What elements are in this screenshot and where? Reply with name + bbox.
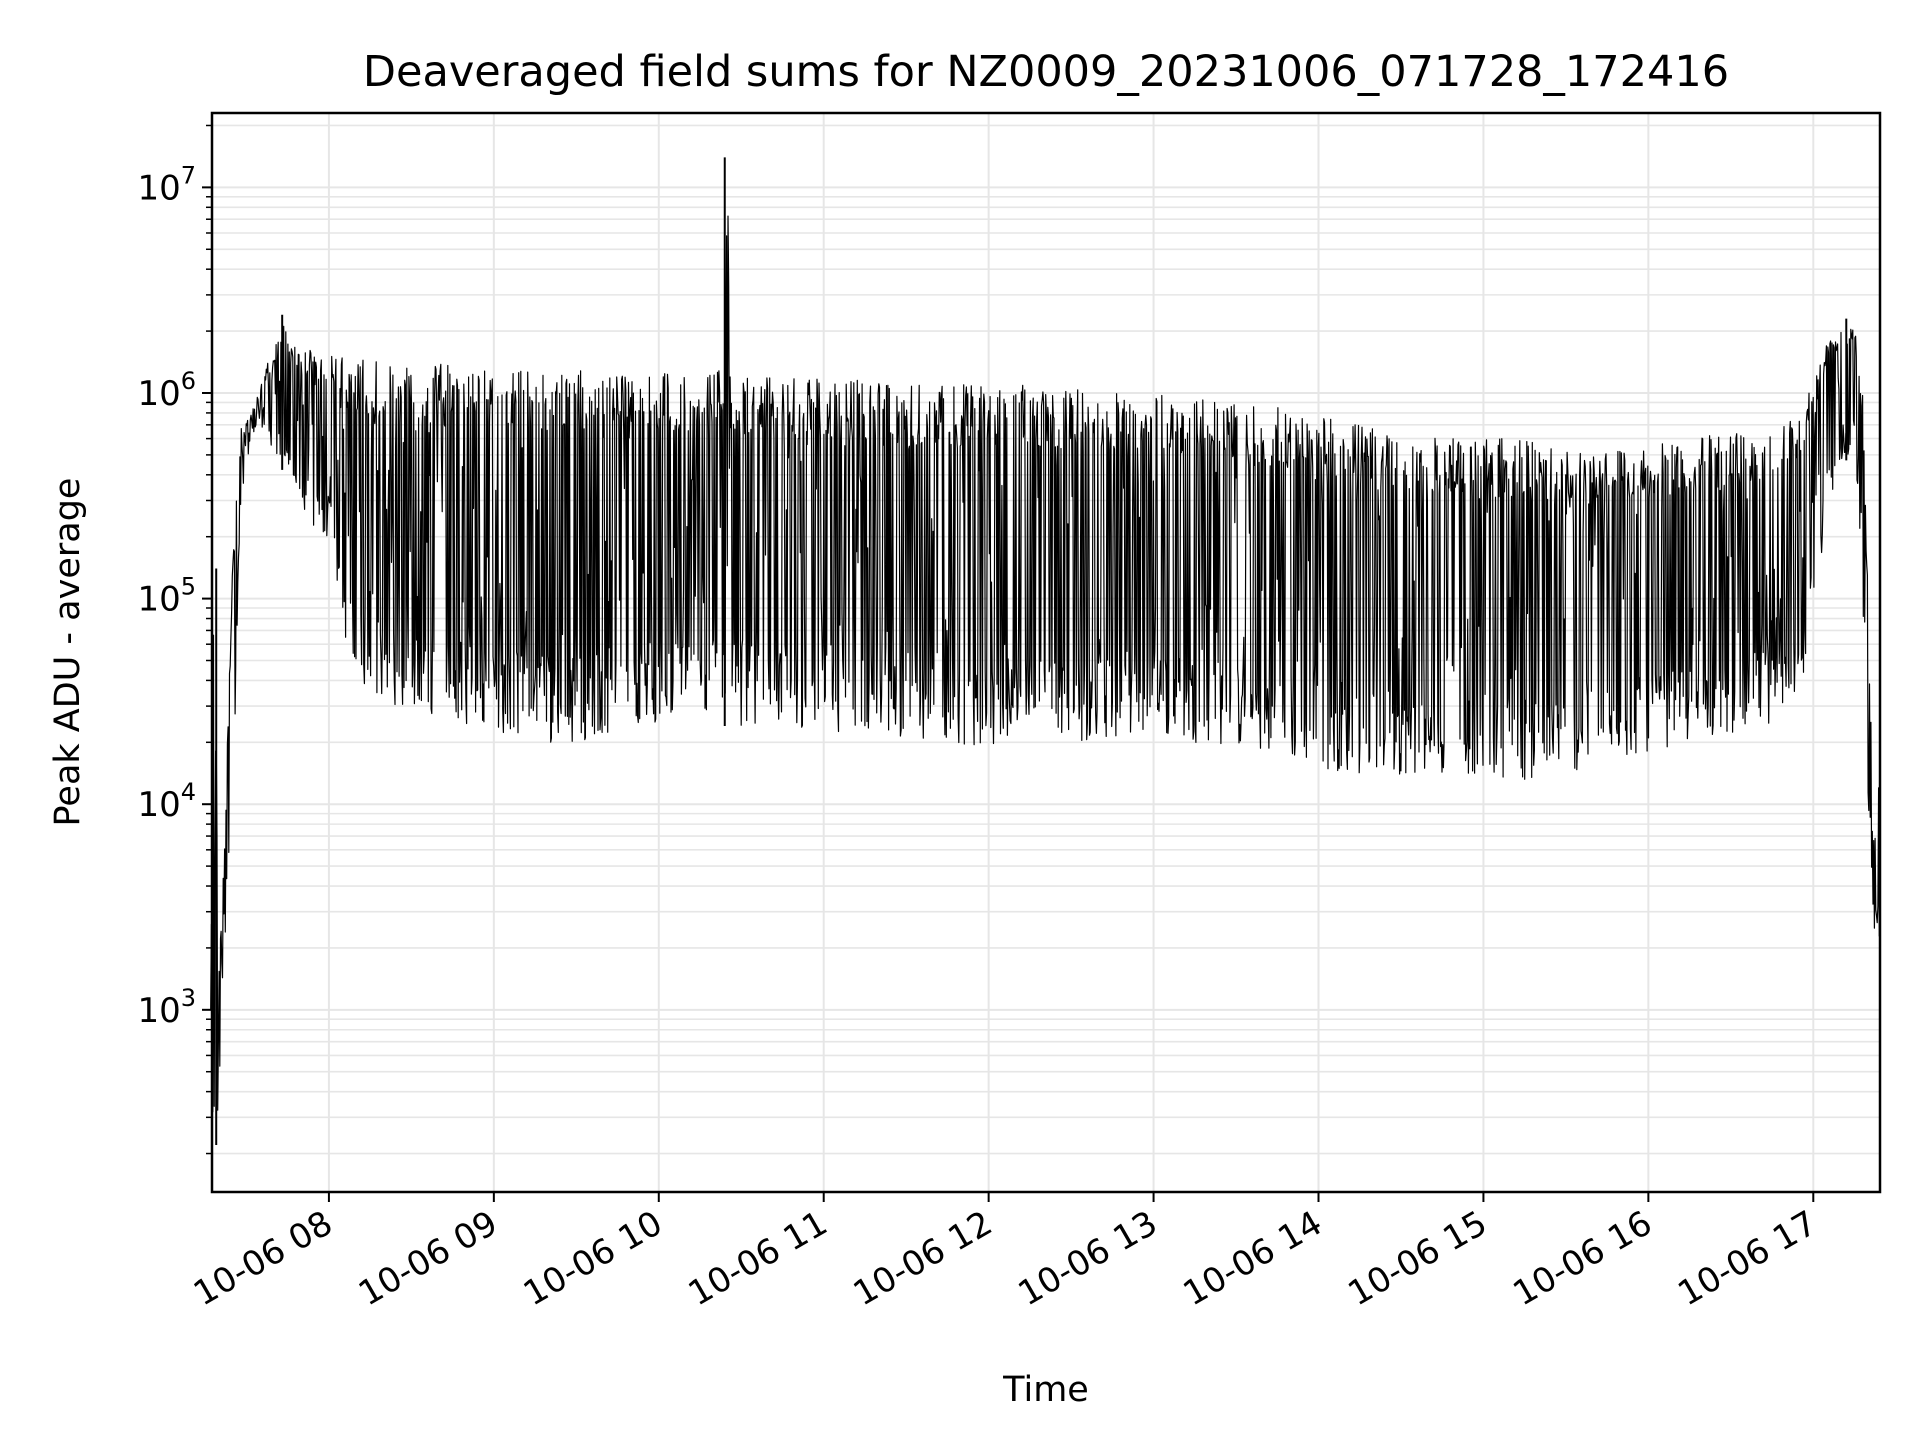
x-axis-label: Time	[1002, 1370, 1089, 1410]
grid-lines	[212, 113, 1880, 1192]
y-tick-label: 105	[137, 573, 196, 620]
chart-title: Deaveraged field sums for NZ0009_2023100…	[363, 47, 1729, 97]
data-line	[210, 215, 1880, 1113]
y-axis-label: Peak ADU - average	[48, 478, 88, 827]
data-series	[210, 157, 1880, 1146]
axes-frame	[210, 111, 1882, 1194]
y-tick-label: 107	[137, 161, 196, 208]
y-tick-label: 104	[137, 778, 196, 825]
y-tick-label: 103	[137, 984, 196, 1031]
y-tick-label: 106	[137, 367, 196, 414]
